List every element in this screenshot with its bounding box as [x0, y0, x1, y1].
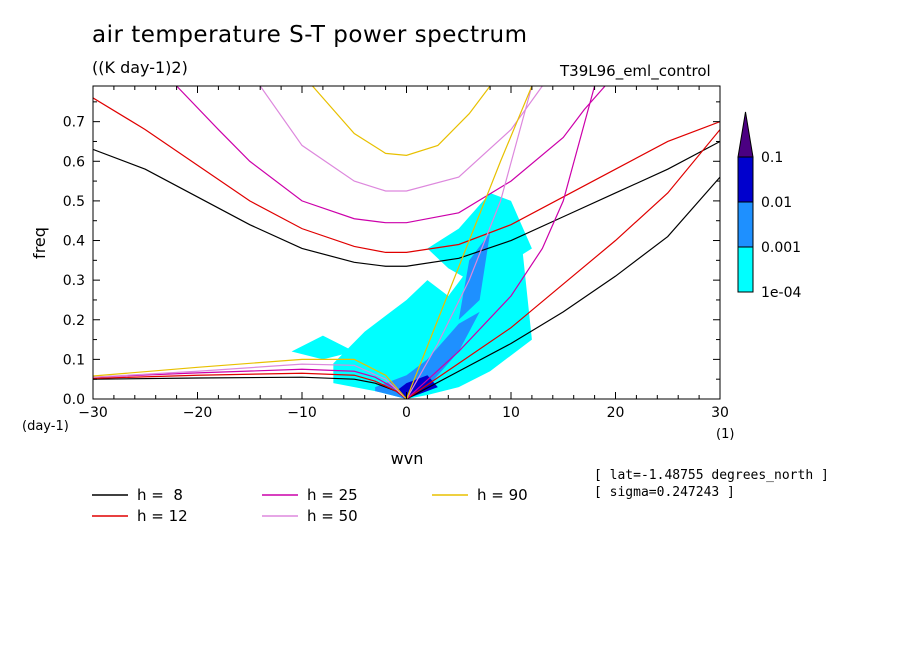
curve-line-8	[311, 86, 491, 156]
x-unit-label: (1)	[716, 427, 734, 442]
power-region-1	[291, 335, 355, 360]
legend-label: h = 8	[137, 486, 183, 504]
curve-line-6	[259, 86, 543, 192]
y-tick-label: 0.7	[63, 115, 85, 131]
legend-label: h = 90	[477, 486, 528, 504]
curve-line-0	[93, 140, 720, 267]
y-tick-label: 0.0	[63, 392, 85, 408]
x-axis-label: wvn	[391, 449, 424, 468]
y-tick-label: 0.4	[63, 234, 85, 250]
y-axis-ticks: 0.0 0.1 0.2 0.3 0.4 0.5 0.6 0.7	[63, 101, 720, 408]
x-tick-label: 20	[607, 405, 625, 421]
power-region-4	[458, 232, 491, 320]
x-tick-label: 0	[402, 405, 411, 421]
curve-line-9	[93, 86, 533, 399]
legend-label: h = 12	[137, 507, 188, 525]
y-tick-label: 0.3	[63, 273, 85, 289]
legend-label: h = 25	[307, 486, 358, 504]
x-tick-label: −10	[287, 405, 317, 421]
curve-legend: h = 8 h = 12 h = 25 h = 50 h = 90	[92, 486, 528, 525]
chart-title: air temperature S-T power spectrum	[92, 22, 528, 48]
colorbar-segment	[737, 156, 754, 203]
colorbar-label: 1e-04	[761, 285, 801, 301]
power-regions	[291, 192, 532, 399]
dispersion-curves	[93, 86, 720, 399]
colorbar-label: 0.001	[761, 240, 801, 256]
curve-line-1	[93, 176, 720, 399]
x-axis-ticks: −30 −20 −10 0 10 20 30	[78, 86, 729, 421]
x-tick-label: 30	[711, 405, 729, 421]
colorbar-top-triangle	[737, 111, 754, 158]
sigma-info: [ sigma=0.247243 ]	[594, 485, 735, 500]
curve-line-3	[93, 129, 720, 399]
x-tick-label: −20	[183, 405, 213, 421]
y-unit-label: (day-1)	[22, 419, 69, 434]
legend-label: h = 50	[307, 507, 358, 525]
y-axis-label: freq	[30, 227, 49, 259]
colorbar: 1e-04 0.001 0.01 0.1	[737, 111, 801, 301]
curve-line-7	[93, 86, 533, 399]
chart-units: ((K day-1)2)	[92, 58, 188, 77]
x-tick-label: 10	[502, 405, 520, 421]
curve-line-2	[93, 97, 720, 254]
y-tick-label: 0.5	[63, 194, 85, 210]
colorbar-segment	[737, 201, 754, 248]
colorbar-segment	[737, 246, 754, 293]
colorbar-label: 0.1	[761, 150, 783, 166]
x-tick-label: −30	[78, 405, 108, 421]
power-region-3	[375, 311, 480, 399]
colorbar-label: 0.01	[761, 195, 792, 211]
curve-line-4	[176, 86, 606, 224]
y-tick-label: 0.2	[63, 313, 85, 329]
run-id-label: T39L96_eml_control	[560, 62, 711, 80]
y-tick-label: 0.6	[63, 154, 85, 170]
latitude-info: [ lat=-1.48755 degrees_north ]	[594, 468, 829, 483]
y-tick-label: 0.1	[63, 352, 85, 368]
